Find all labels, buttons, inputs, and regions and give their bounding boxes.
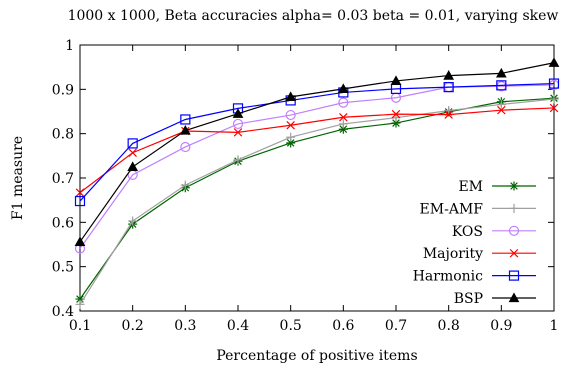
data-point bbox=[495, 67, 507, 78]
data-point bbox=[233, 155, 243, 165]
data-point bbox=[443, 70, 455, 80]
legend-label: KOS bbox=[452, 224, 483, 240]
data-point bbox=[286, 120, 295, 130]
legend-marker bbox=[509, 248, 519, 258]
y-tick-label: 0.9 bbox=[52, 82, 74, 98]
series-em-amf bbox=[75, 94, 559, 309]
data-point bbox=[549, 94, 559, 104]
data-point bbox=[444, 110, 453, 119]
data-point bbox=[232, 108, 244, 118]
data-point bbox=[549, 103, 559, 113]
legend-entry: BSP bbox=[454, 291, 536, 307]
legend-label: BSP bbox=[454, 291, 483, 307]
data-point bbox=[497, 105, 506, 115]
data-point bbox=[285, 109, 296, 121]
data-point bbox=[339, 113, 348, 122]
y-tick-label: 0.4 bbox=[52, 304, 74, 320]
data-point bbox=[337, 83, 349, 93]
x-tick-label: 0.9 bbox=[490, 318, 512, 334]
legend-entry: EM-AMF bbox=[420, 201, 536, 217]
data-point bbox=[444, 106, 454, 116]
legend-marker bbox=[509, 203, 519, 213]
data-point bbox=[180, 180, 190, 190]
legend-marker bbox=[508, 292, 520, 303]
series-bsp bbox=[74, 57, 560, 246]
data-point bbox=[127, 161, 139, 172]
x-axis-label: Percentage of positive items bbox=[216, 348, 417, 364]
data-point bbox=[180, 114, 191, 125]
data-point bbox=[180, 141, 191, 153]
x-tick-label: 0.7 bbox=[385, 318, 407, 334]
x-tick-label: 0.8 bbox=[438, 318, 460, 334]
legend-marker bbox=[508, 270, 520, 281]
series-majority bbox=[75, 103, 559, 197]
data-point bbox=[233, 128, 243, 137]
x-tick-label: 0.5 bbox=[280, 318, 302, 334]
x-tick-label: 0.6 bbox=[332, 318, 354, 334]
y-tick-label: 0.7 bbox=[52, 171, 74, 187]
data-point bbox=[548, 78, 560, 89]
legend-entry: KOS bbox=[452, 224, 536, 240]
legend-label: EM bbox=[458, 179, 483, 195]
data-point bbox=[496, 80, 507, 91]
chart-title: 1000 x 1000, Beta accuracies alpha= 0.03… bbox=[68, 8, 559, 24]
data-point bbox=[74, 236, 86, 246]
legend-entry: Majority bbox=[423, 246, 536, 262]
series-line bbox=[79, 97, 555, 300]
legend-label: Harmonic bbox=[413, 269, 483, 285]
legend-entry: Harmonic bbox=[413, 269, 536, 285]
x-tick-label: 1 bbox=[550, 318, 559, 334]
series-layer bbox=[74, 57, 560, 309]
data-point bbox=[286, 132, 296, 142]
data-point bbox=[496, 99, 506, 109]
y-axis-label: F1 measure bbox=[10, 136, 26, 220]
y-tick-label: 0.6 bbox=[52, 215, 74, 231]
y-tick-label: 0.8 bbox=[52, 127, 74, 143]
x-tick-label: 0.4 bbox=[227, 318, 249, 334]
series-em bbox=[75, 93, 559, 304]
series-line bbox=[79, 82, 555, 202]
data-point bbox=[74, 195, 86, 207]
x-tick-label: 0.2 bbox=[122, 318, 144, 334]
legend: EM EM-AMF KOS Majority Harmonic BSP bbox=[413, 179, 536, 307]
legend-label: EM-AMF bbox=[420, 201, 484, 217]
series-line bbox=[79, 98, 555, 305]
legend-marker bbox=[509, 181, 519, 191]
data-point bbox=[128, 216, 138, 226]
data-point bbox=[338, 119, 348, 129]
data-point bbox=[285, 91, 297, 101]
data-point bbox=[75, 299, 85, 309]
data-point bbox=[443, 82, 454, 93]
legend-entry: EM bbox=[458, 179, 536, 195]
data-point bbox=[390, 75, 402, 86]
data-point bbox=[179, 125, 191, 135]
data-point bbox=[127, 138, 138, 149]
data-point bbox=[391, 109, 401, 119]
series-harmonic bbox=[74, 78, 560, 207]
legend-label: Majority bbox=[423, 246, 483, 262]
y-tick-label: 1 bbox=[65, 38, 74, 54]
data-point bbox=[75, 188, 85, 197]
data-point bbox=[232, 118, 244, 130]
data-point bbox=[128, 148, 137, 157]
x-tick-label: 0.3 bbox=[174, 318, 196, 334]
x-tick-label: 0.1 bbox=[69, 318, 91, 334]
data-point bbox=[391, 118, 401, 128]
series-line bbox=[79, 107, 555, 194]
series-line bbox=[79, 62, 555, 243]
legend-marker bbox=[508, 225, 520, 236]
axis-ticks: 0.1 0.2 0.3 0.4 0.5 0.6 0.7 0.8 0.9 1 0.4 0.5 0.6 0.7… bbox=[52, 38, 559, 334]
y-tick-label: 0.5 bbox=[52, 260, 74, 276]
data-point bbox=[548, 57, 560, 67]
data-point bbox=[338, 97, 349, 108]
